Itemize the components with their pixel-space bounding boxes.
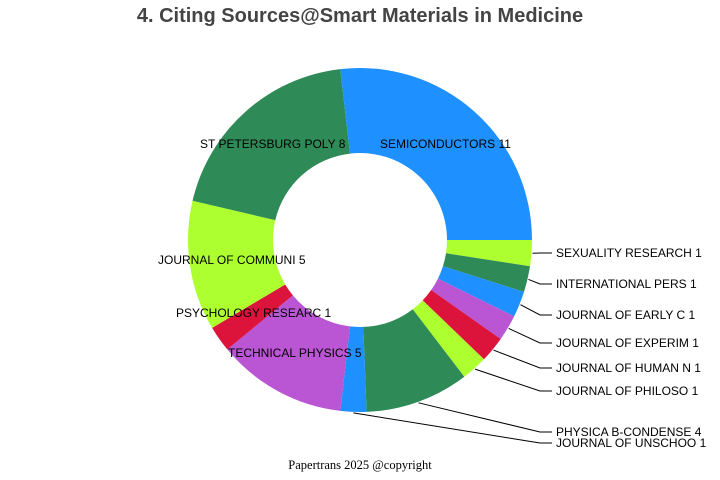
slice-label: JOURNAL OF EXPERIM 1 xyxy=(556,336,699,350)
slice-label: JOURNAL OF PHILOSO 1 xyxy=(556,384,699,398)
donut-slice xyxy=(340,326,367,412)
donut-slice xyxy=(437,266,524,317)
donut-slice xyxy=(188,200,286,328)
slice-labels: SEXUALITY RESEARCH 1 INTERNATIONAL PERS 1… xyxy=(158,137,707,450)
donut-slice xyxy=(192,69,351,221)
donut-slice xyxy=(431,278,515,339)
donut-slice xyxy=(422,290,501,360)
slice-label: JOURNAL OF HUMAN N 1 xyxy=(556,361,701,375)
slice-label: JOURNAL OF UNSCHOO 1 xyxy=(556,436,707,450)
leader-lines xyxy=(353,252,552,444)
leader-line xyxy=(508,327,552,344)
donut-slice xyxy=(227,295,351,411)
donut-slice xyxy=(412,300,484,377)
leader-line xyxy=(353,412,552,444)
donut-slice xyxy=(363,309,465,412)
slice-label: SEMICONDUCTORS 11 xyxy=(380,137,511,151)
leader-line xyxy=(474,368,552,392)
slice-label: INTERNATIONAL PERS 1 xyxy=(556,277,697,291)
donut-slice xyxy=(445,240,532,267)
leader-line xyxy=(493,349,552,369)
slice-label: JOURNAL OF EARLY C 1 xyxy=(556,308,695,322)
leader-line xyxy=(520,304,552,316)
slice-label: JOURNAL OF COMMUNI 5 xyxy=(158,253,306,267)
donut-slice xyxy=(340,68,532,241)
slice-label: PSYCHOLOGY RESEARC 1 xyxy=(176,306,331,320)
donut-slices xyxy=(188,68,532,412)
slice-label: SEXUALITY RESEARCH 1 xyxy=(556,246,702,260)
slice-label: TECHNICAL PHYSICS 5 xyxy=(228,346,362,360)
slice-label: ST PETERSBURG POLY 8 xyxy=(200,137,346,151)
leader-line xyxy=(418,402,552,433)
donut-slice xyxy=(442,253,530,292)
copyright-footer: Papertrans 2025 @copyright xyxy=(288,458,432,472)
leader-line xyxy=(528,278,552,285)
chart-title: 4. Citing Sources@Smart Materials in Med… xyxy=(136,5,584,27)
donut-slice xyxy=(212,284,293,350)
slice-label: PHYSICA B-CONDENSE 4 xyxy=(556,425,702,439)
